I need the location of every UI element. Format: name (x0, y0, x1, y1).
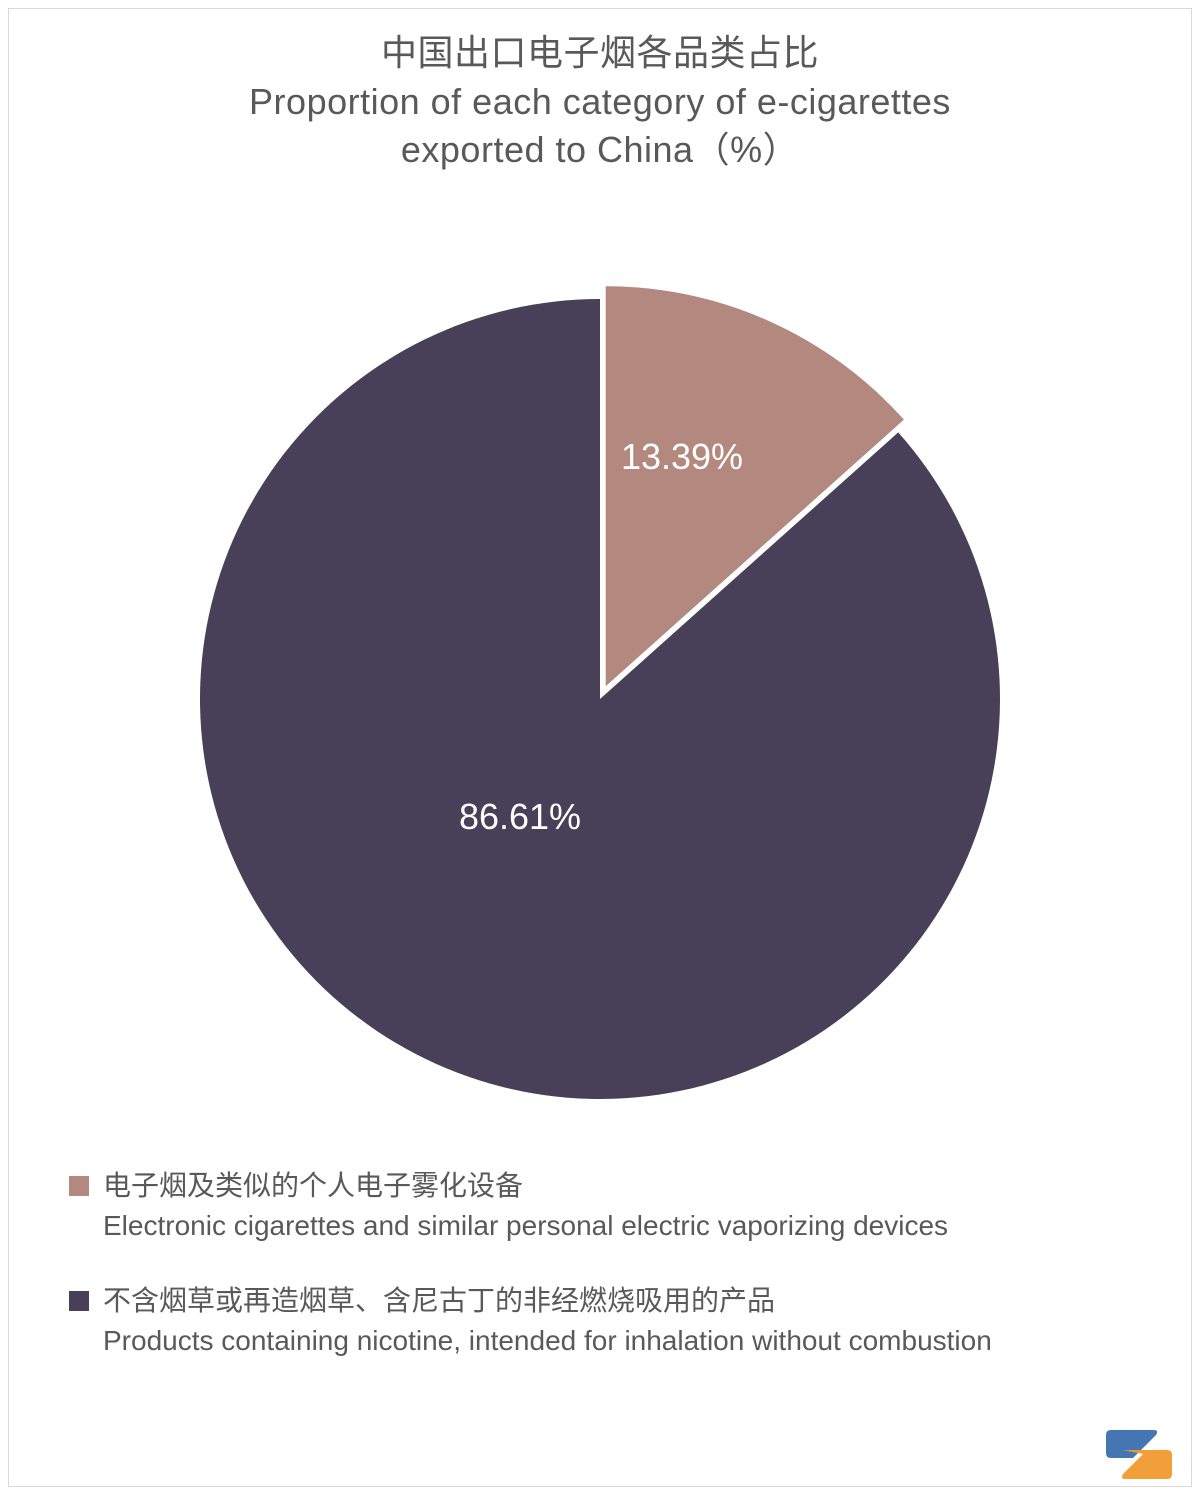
legend: 电子烟及类似的个人电子雾化设备Electronic cigarettes and… (69, 1166, 1131, 1396)
legend-swatch-icon (69, 1291, 89, 1311)
pie-slice-label-nicotine_products: 86.61% (459, 796, 581, 837)
legend-label-cn: 不含烟草或再造烟草、含尼古丁的非经燃烧吸用的产品 (103, 1281, 992, 1322)
pie-svg: 13.39% 86.61% (170, 269, 1030, 1129)
legend-text: 电子烟及类似的个人电子雾化设备Electronic cigarettes and… (103, 1166, 948, 1247)
legend-text: 不含烟草或再造烟草、含尼古丁的非经燃烧吸用的产品Products contain… (103, 1281, 992, 1362)
legend-swatch-icon (69, 1176, 89, 1196)
pie-chart: 13.39% 86.61% (9, 269, 1191, 1129)
legend-label-en: Products containing nicotine, intended f… (103, 1321, 992, 1362)
title-en-1: Proportion of each category of e-cigaret… (9, 78, 1191, 127)
chart-frame: 中国出口电子烟各品类占比 Proportion of each category… (8, 8, 1192, 1487)
title-cn: 中国出口电子烟各品类占比 (9, 29, 1191, 78)
watermark-logo-icon (1099, 1424, 1177, 1484)
legend-item: 不含烟草或再造烟草、含尼古丁的非经燃烧吸用的产品Products contain… (69, 1281, 1131, 1362)
legend-label-cn: 电子烟及类似的个人电子雾化设备 (103, 1166, 948, 1207)
chart-title: 中国出口电子烟各品类占比 Proportion of each category… (9, 9, 1191, 175)
title-en-2: exported to China（%） (9, 126, 1191, 175)
legend-label-en: Electronic cigarettes and similar person… (103, 1206, 948, 1247)
legend-item: 电子烟及类似的个人电子雾化设备Electronic cigarettes and… (69, 1166, 1131, 1247)
pie-slice-label-devices: 13.39% (621, 436, 743, 477)
